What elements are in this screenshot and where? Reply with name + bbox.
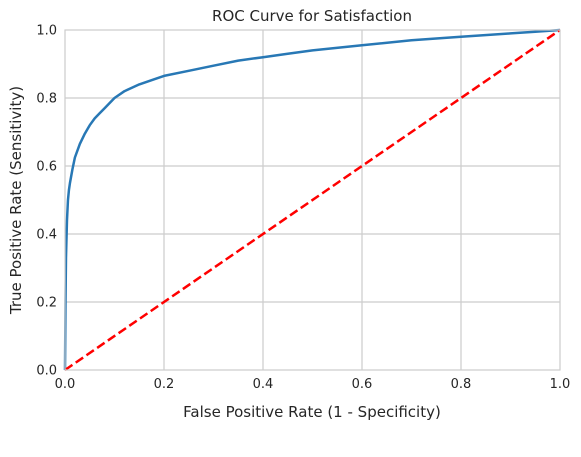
- random-classifier-line: [64, 28, 561, 372]
- x-tick-label: 0.4: [253, 377, 274, 392]
- x-tick-labels: 0.0 0.2 0.4 0.6 0.8 1.0: [55, 377, 571, 392]
- x-axis-label: False Positive Rate (1 - Specificity): [183, 403, 441, 421]
- y-axis-label: True Positive Rate (Sensitivity): [7, 86, 25, 315]
- y-tick-label: 0.2: [36, 296, 57, 311]
- x-tick-label: 0.2: [154, 377, 175, 392]
- y-tick-label: 0.8: [36, 92, 57, 107]
- y-tick-labels: 0.0 0.2 0.4 0.6 0.8 1.0: [36, 24, 57, 379]
- roc-curve-line: [63, 28, 561, 371]
- chart-title: ROC Curve for Satisfaction: [212, 7, 412, 25]
- x-tick-label: 0.0: [55, 377, 76, 392]
- y-tick-label: 0.6: [36, 160, 57, 175]
- x-tick-label: 1.0: [550, 377, 571, 392]
- y-tick-label: 1.0: [36, 24, 57, 39]
- y-tick-label: 0.4: [36, 228, 57, 243]
- y-tick-label: 0.0: [36, 364, 57, 379]
- grid-lines: [65, 30, 560, 370]
- series-layer: [63, 28, 561, 372]
- x-tick-label: 0.6: [352, 377, 373, 392]
- x-tick-label: 0.8: [451, 377, 472, 392]
- plot-frame: [64, 29, 561, 371]
